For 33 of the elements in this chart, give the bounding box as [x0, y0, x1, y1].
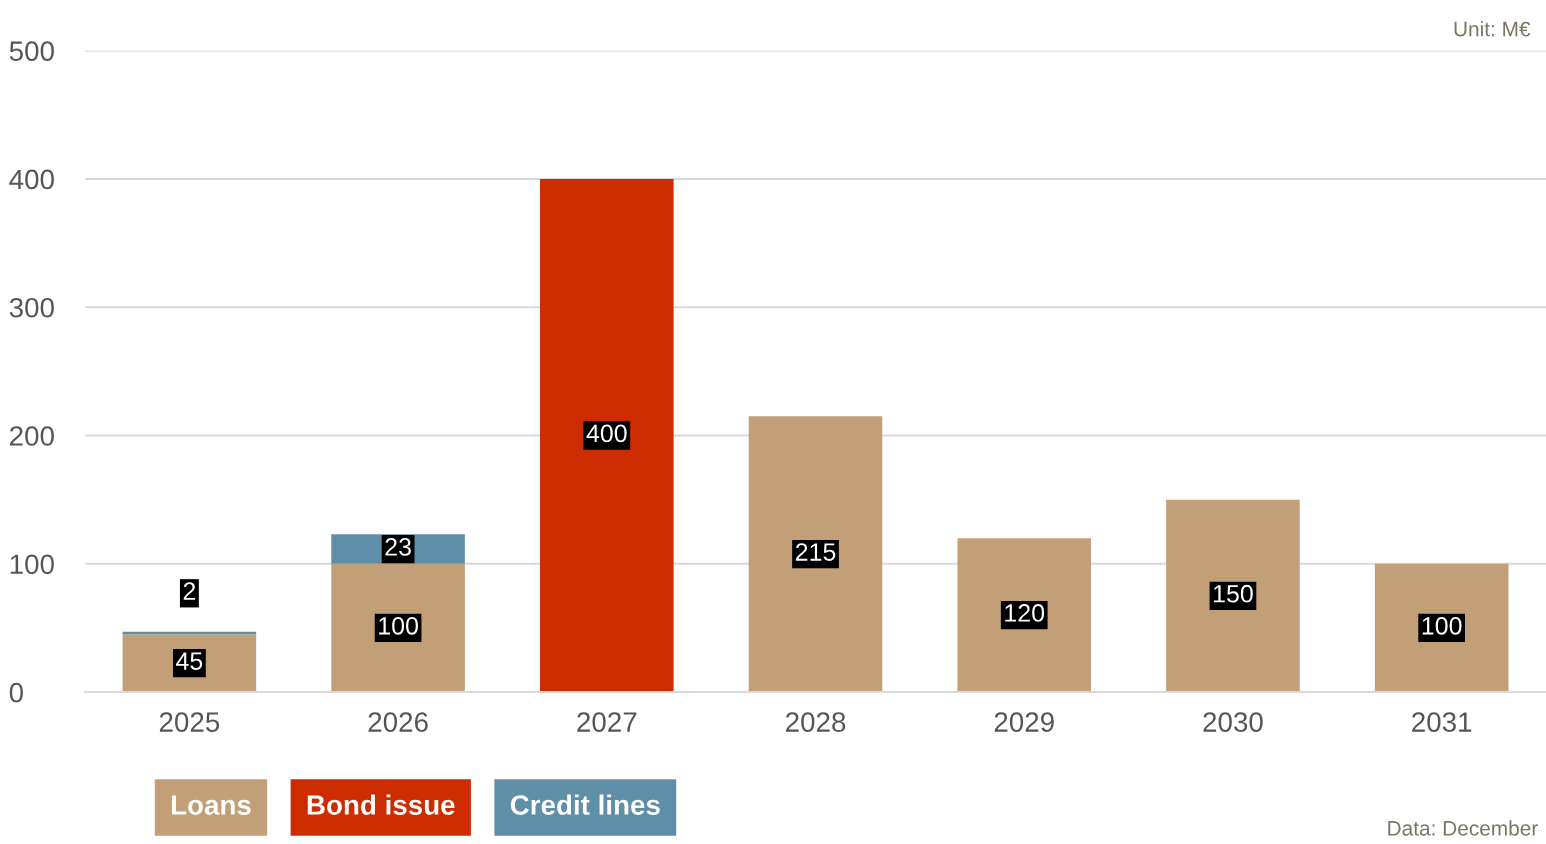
x-tick-label: 2025 [159, 712, 220, 732]
x-tick-label: 2030 [1203, 712, 1263, 732]
text: Bond issue [307, 794, 455, 815]
text: Loans [171, 795, 251, 815]
bar [1374, 563, 1509, 693]
bar [1166, 499, 1300, 693]
y-tick-label: 400 [9, 169, 54, 190]
bar [540, 178, 674, 693]
data-label: 45 [176, 652, 203, 670]
text: Credit lines [510, 794, 660, 815]
bar [748, 416, 883, 693]
data-label: 100 [379, 616, 418, 635]
text: Data: December [1388, 820, 1538, 836]
data-label: 23 [385, 538, 411, 556]
data-label: 120 [1005, 604, 1045, 622]
x-tick-label: 2031 [1412, 712, 1472, 732]
x-tick-label: 2028 [786, 712, 846, 732]
bar [957, 538, 1092, 693]
text: Unit: M€ [1454, 21, 1531, 37]
data-label: 150 [1213, 584, 1253, 603]
y-tick-label: 100 [10, 554, 54, 575]
y-tick-label: 0 [9, 682, 23, 703]
x-tick-label: 2029 [994, 712, 1054, 732]
x-tick-label: 2026 [368, 712, 428, 732]
bar [331, 563, 465, 693]
data-label: 2 [183, 582, 196, 600]
y-tick-label: 200 [10, 426, 54, 446]
data-label: 400 [586, 424, 627, 443]
data-label: 215 [795, 543, 836, 561]
y-tick-label: 500 [9, 41, 54, 61]
data-label: 100 [1422, 616, 1462, 635]
y-tick-label: 300 [9, 297, 54, 318]
x-tick-label: 2027 [577, 712, 637, 732]
